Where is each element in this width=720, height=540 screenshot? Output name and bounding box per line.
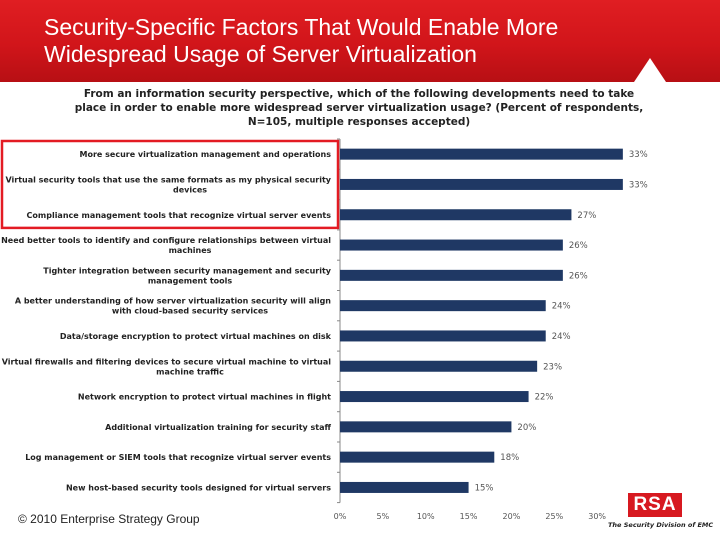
- category-label: Tighter integration between security man…: [43, 266, 332, 285]
- bar: [340, 451, 495, 463]
- slide-title: Security-Specific Factors That Would Ena…: [44, 14, 559, 67]
- bar: [340, 239, 563, 251]
- category-label: More secure virtualization management an…: [80, 150, 332, 159]
- category-label: Virtual security tools that use the same…: [5, 175, 331, 194]
- category-label: Compliance management tools that recogni…: [27, 211, 332, 220]
- x-tick-label: 30%: [588, 512, 606, 521]
- bar: [340, 178, 623, 190]
- bar: [340, 360, 538, 372]
- category-label: New host-based security tools designed f…: [66, 483, 331, 492]
- data-label: 33%: [629, 150, 648, 160]
- category-label: Data/storage encryption to protect virtu…: [60, 332, 332, 341]
- data-label: 15%: [475, 483, 494, 493]
- data-label: 22%: [535, 393, 554, 403]
- bar: [340, 269, 563, 281]
- bar: [340, 391, 529, 403]
- x-tick-label: 0%: [334, 512, 347, 521]
- category-label: Virtual firewalls and filtering devices …: [2, 357, 332, 376]
- data-label: 33%: [629, 180, 648, 190]
- bar: [340, 209, 572, 221]
- title-banner: Security-Specific Factors That Would Ena…: [0, 0, 720, 82]
- category-label: Log management or SIEM tools that recogn…: [25, 453, 331, 462]
- bar: [340, 330, 546, 342]
- data-label: 26%: [569, 271, 588, 281]
- x-tick-label: 5%: [377, 512, 390, 521]
- bar: [340, 481, 469, 493]
- category-label: Additional virtualization training for s…: [105, 423, 331, 432]
- x-tick-label: 10%: [417, 512, 435, 521]
- highlight-box: [0, 139, 340, 230]
- banner-peak-decoration: [634, 58, 666, 82]
- chart-title: From an information security perspective…: [74, 88, 644, 128]
- data-label: 18%: [500, 453, 519, 463]
- bar: [340, 421, 512, 433]
- data-label: 23%: [543, 362, 562, 372]
- category-label: Need better tools to identify and config…: [1, 236, 331, 255]
- data-label: 24%: [552, 302, 571, 312]
- data-label: 24%: [552, 332, 571, 342]
- bar: [340, 300, 546, 312]
- copyright-footer: © 2010 Enterprise Strategy Group: [18, 512, 200, 526]
- x-tick-label: 15%: [460, 512, 478, 521]
- x-tick-label: 20%: [503, 512, 521, 521]
- data-label: 26%: [569, 241, 588, 251]
- logo-tagline: The Security Division of EMC: [608, 521, 714, 529]
- x-tick-label: 25%: [545, 512, 563, 521]
- category-label: A better understanding of how server vir…: [15, 297, 331, 316]
- bar: [340, 148, 623, 160]
- data-label: 27%: [577, 211, 596, 221]
- rsa-logo: RSA: [628, 493, 682, 517]
- data-label: 20%: [517, 423, 536, 433]
- category-label: Network encryption to protect virtual ma…: [78, 393, 331, 402]
